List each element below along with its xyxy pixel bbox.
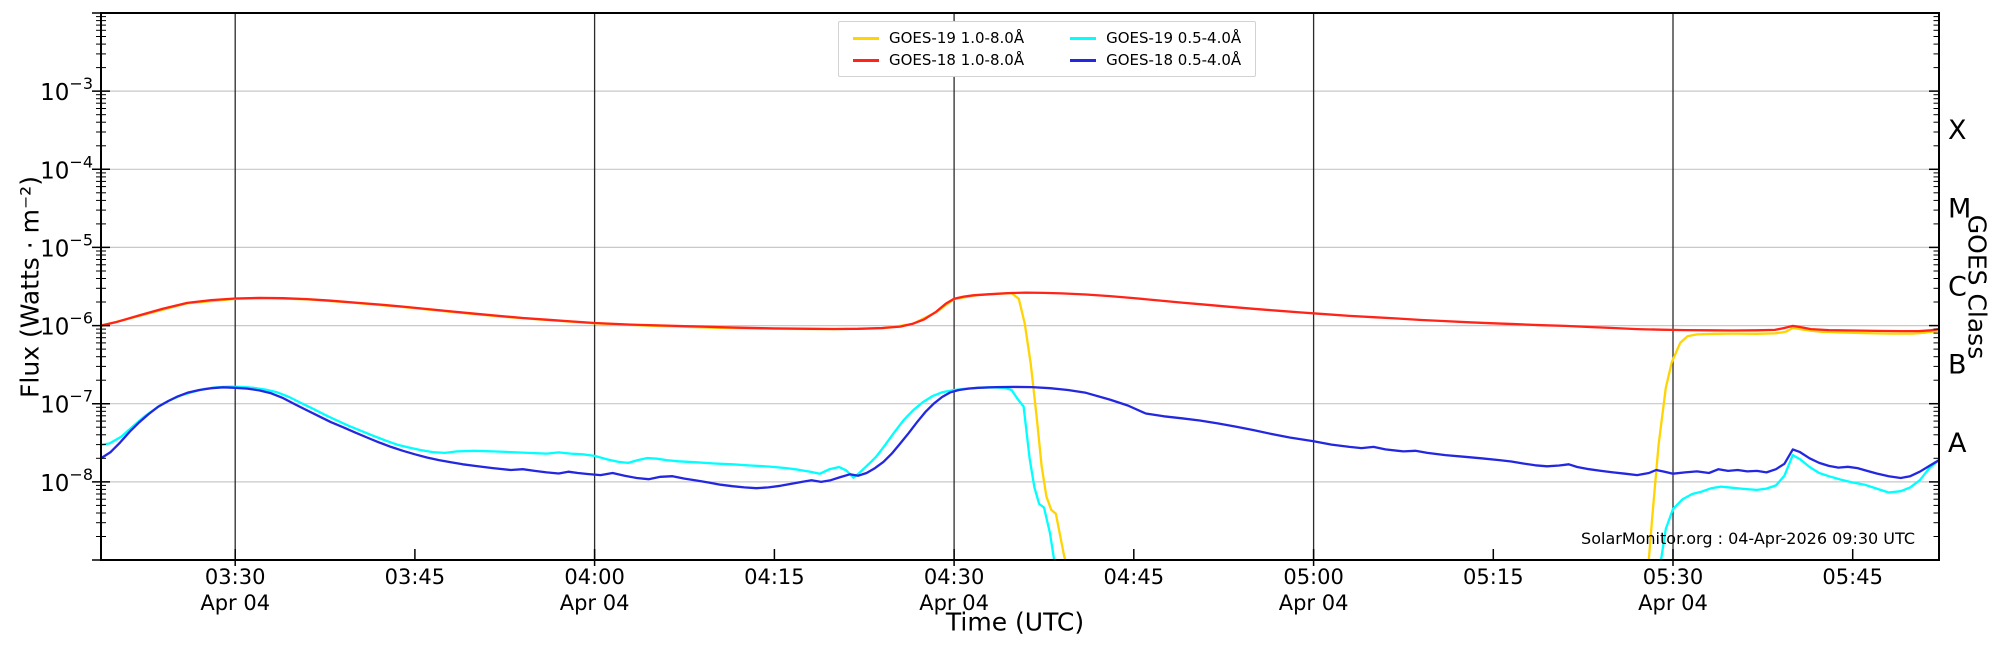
y-axis-label: Flux (Watts · m⁻²) bbox=[15, 176, 45, 398]
legend-label: GOES-18 0.5-4.0Å bbox=[1106, 51, 1242, 69]
series-line bbox=[1659, 453, 1939, 560]
goes-class-letter: A bbox=[1948, 428, 1967, 459]
x-date-label: Apr 04 bbox=[560, 591, 630, 615]
y-tick-label: 10−7 bbox=[40, 387, 93, 419]
goes-class-letter: M bbox=[1948, 193, 1971, 224]
series-line bbox=[1647, 326, 1939, 560]
legend-item: GOES-18 0.5-4.0Å bbox=[1070, 51, 1241, 69]
y-tick-label: 10−5 bbox=[40, 230, 93, 262]
series-line bbox=[101, 385, 1056, 560]
legend-item: GOES-18 1.0-8.0Å bbox=[853, 51, 1024, 69]
x-tick-label: 05:30 bbox=[1643, 565, 1704, 589]
x-tick-label: 03:45 bbox=[385, 565, 446, 589]
legend-label: GOES-19 0.5-4.0Å bbox=[1106, 29, 1242, 47]
legend-label: GOES-19 1.0-8.0Å bbox=[889, 29, 1025, 47]
x-axis-label: Time (UTC) bbox=[945, 607, 1085, 637]
legend-line-swatch bbox=[853, 58, 879, 62]
x-date-label: Apr 04 bbox=[1279, 591, 1349, 615]
series-line bbox=[101, 385, 1939, 490]
x-date-label: Apr 04 bbox=[919, 591, 989, 615]
legend-item: GOES-19 0.5-4.0Å bbox=[1070, 29, 1241, 47]
legend-label: GOES-18 1.0-8.0Å bbox=[889, 51, 1025, 69]
y-tick-label: 10−3 bbox=[40, 74, 93, 106]
x-date-label: Apr 04 bbox=[200, 591, 270, 615]
right-axis-label: GOES Class bbox=[1962, 214, 1992, 360]
goes-class-letter: B bbox=[1948, 350, 1967, 381]
x-tick-label: 05:00 bbox=[1283, 565, 1344, 589]
x-tick-label: 05:15 bbox=[1463, 565, 1524, 589]
x-tick-label: 05:45 bbox=[1822, 565, 1883, 589]
legend-item: GOES-19 1.0-8.0Å bbox=[853, 29, 1024, 47]
plot-frame bbox=[100, 12, 1940, 561]
x-tick-label: 04:00 bbox=[564, 565, 625, 589]
x-tick-label: 03:30 bbox=[205, 565, 266, 589]
y-tick-label: 10−4 bbox=[40, 152, 93, 184]
series-line bbox=[101, 291, 1939, 333]
series-line bbox=[101, 291, 1067, 560]
source-annotation: SolarMonitor.org : 04-Apr-2026 09:30 UTC bbox=[1581, 529, 1915, 548]
legend-box: GOES-19 1.0-8.0Å GOES-18 1.0-8.0Å GOES-19 … bbox=[838, 21, 1257, 77]
goes-class-letter: C bbox=[1948, 272, 1967, 303]
goes-class-letter: X bbox=[1948, 115, 1967, 146]
y-tick-label: 10−6 bbox=[40, 309, 93, 341]
x-tick-label: 04:30 bbox=[924, 565, 985, 589]
x-date-label: Apr 04 bbox=[1638, 591, 1708, 615]
x-tick-label: 04:15 bbox=[744, 565, 805, 589]
x-tick-label: 04:45 bbox=[1104, 565, 1165, 589]
legend-line-swatch bbox=[853, 36, 879, 40]
y-tick-label: 10−8 bbox=[40, 465, 93, 497]
legend-line-swatch bbox=[1070, 58, 1097, 62]
legend-line-swatch bbox=[1070, 36, 1097, 40]
series-group bbox=[101, 291, 1939, 560]
